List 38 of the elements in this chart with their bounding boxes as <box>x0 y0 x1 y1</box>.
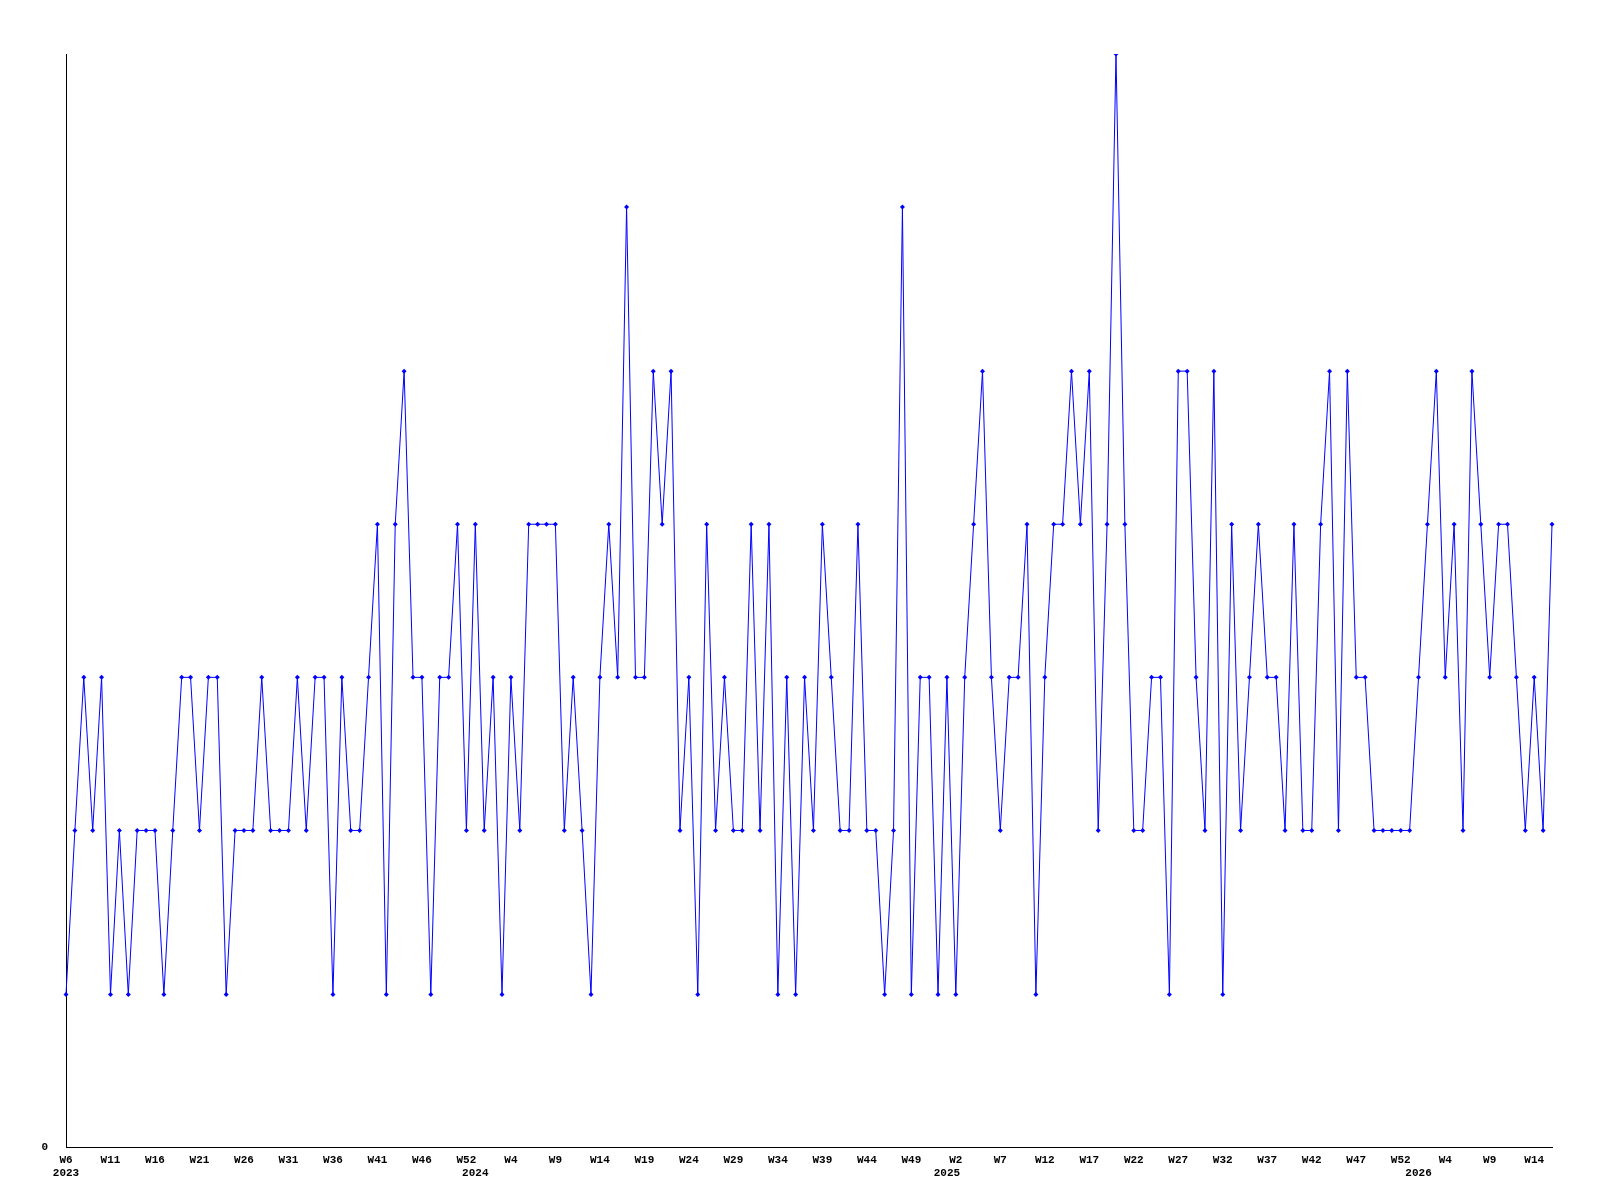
x-tick-label: W14 <box>589 1153 611 1166</box>
text: 0 <box>41 1141 48 1154</box>
x-tick-label: W47 <box>1346 1153 1367 1166</box>
x-tick-label: W9 <box>1483 1153 1497 1166</box>
x-tick-label: W31 <box>278 1153 299 1166</box>
x-tick-label: W52 <box>1390 1153 1411 1166</box>
x-tick-label: W4 <box>504 1153 518 1166</box>
x-tick-label: W12 <box>1034 1153 1055 1166</box>
x-tick-label: W11 <box>100 1153 121 1166</box>
x-tick-label: W4 <box>1438 1153 1453 1166</box>
x-tick-label: W14 <box>1524 1153 1545 1166</box>
x-tick-label: 2026 <box>1405 1167 1432 1180</box>
x-tick-label: W37 <box>1257 1153 1278 1166</box>
x-tick-label: 2025 <box>933 1167 961 1180</box>
x-tick-label: W36 <box>323 1153 343 1166</box>
x-tick-label: W6 2023 <box>52 1153 80 1180</box>
x-tick-label: W27 <box>1168 1153 1189 1166</box>
x-tick-label: W26 <box>234 1153 254 1166</box>
x-tick-label: W21 <box>189 1153 210 1166</box>
x-tick-label: W49 <box>901 1153 922 1166</box>
x-tick-label: W34 <box>767 1153 789 1166</box>
x-tick-label: W52 <box>456 1153 477 1166</box>
x-tick-label: W19 <box>634 1153 655 1166</box>
x-tick-label: 2024 <box>462 1167 489 1180</box>
x-tick-label: W29 <box>723 1153 744 1166</box>
x-tick-label: W42 <box>1301 1153 1322 1166</box>
x-tick-label: W9 <box>548 1153 562 1166</box>
x-tick-label: W16 <box>145 1153 165 1166</box>
x-tick-label: W7 <box>993 1153 1007 1166</box>
x-tick-label: W2 <box>949 1153 963 1166</box>
x-tick-label: W22 <box>1123 1153 1144 1166</box>
x-tick-label: W24 <box>678 1153 700 1166</box>
x-tick-label: W44 <box>856 1153 878 1166</box>
x-tick-label: W17 <box>1079 1153 1100 1166</box>
x-tick-label: W39 <box>812 1153 833 1166</box>
x-tick-label: W32 <box>1212 1153 1233 1166</box>
x-tick-label: W41 <box>367 1153 388 1166</box>
x-tick-label: W46 <box>412 1153 432 1166</box>
